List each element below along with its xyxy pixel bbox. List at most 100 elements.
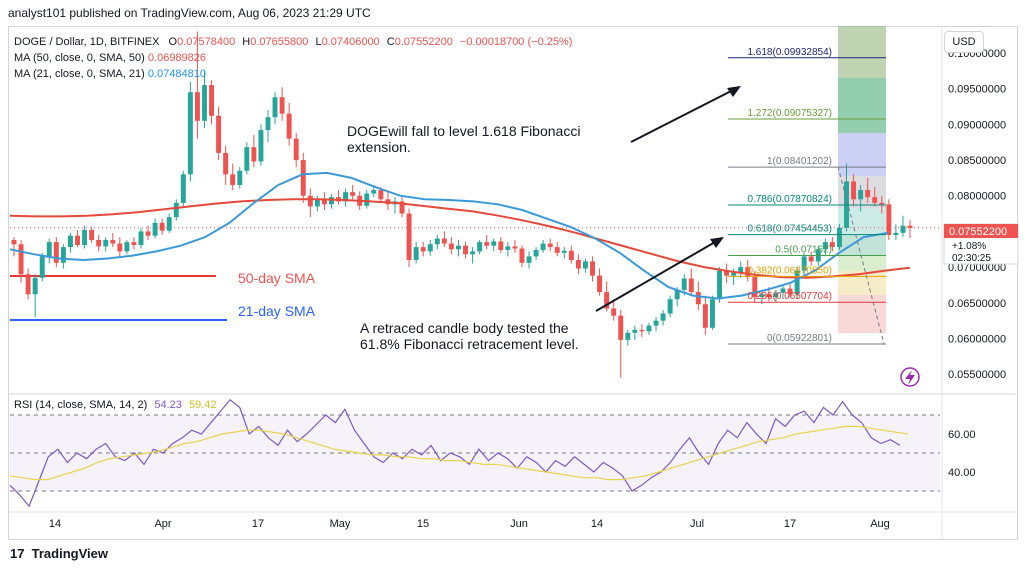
candle-body [124, 242, 130, 252]
high-key: H [242, 36, 251, 48]
candle-body [117, 243, 123, 252]
tradingview-logo[interactable]: 17 TradingView [10, 546, 108, 561]
fib-level-label: 0(0.05922801) [767, 333, 832, 344]
candle-body [237, 170, 243, 186]
candle-body [526, 256, 532, 263]
chart-legend: DOGE / Dollar, 1D, BITFINEX O0.07578400 … [14, 34, 576, 82]
candle-body [371, 190, 377, 194]
time-tick-label: 17 [784, 518, 796, 530]
candle-body [448, 243, 454, 250]
candle-body [498, 241, 504, 250]
candle-body [470, 251, 476, 255]
chart-frame[interactable] [8, 26, 1018, 540]
price-tick-label: 0.09000000 [948, 119, 1006, 131]
fib-zone-0236 [838, 295, 886, 333]
candle-body [350, 192, 356, 196]
candle-body [491, 241, 497, 246]
candle-body [879, 202, 885, 205]
candle-body [251, 147, 257, 162]
rsi-legend: RSI (14, close, SMA, 14, 2) 54.23 59.42 [14, 399, 216, 411]
candle-body [89, 229, 95, 240]
currency-button[interactable]: USD [944, 31, 984, 53]
candle-body [604, 292, 610, 309]
candle-body [787, 288, 793, 295]
candle-body [646, 325, 652, 332]
candle-body [702, 304, 708, 328]
candle-body [32, 277, 38, 295]
candle-body [265, 117, 271, 131]
candle-body [512, 246, 518, 249]
candle-body [829, 242, 835, 248]
candle-body [456, 245, 461, 250]
candle-body [886, 204, 892, 235]
time-tick-label: 14 [49, 518, 61, 530]
sma21-annotation: 21-day SMA [238, 303, 316, 319]
time-axis[interactable]: 14 Apr 17 May 15 Jun 14 Jul 17 Aug [8, 511, 1016, 530]
candle-body [202, 85, 207, 121]
price-axis[interactable]: 0.100000000.095000000.090000000.08500000… [941, 26, 1006, 540]
time-tick-label: 15 [417, 518, 429, 530]
candle-body [82, 229, 88, 245]
candle-body [759, 294, 765, 298]
price-tick-label: 0.06000000 [948, 333, 1006, 345]
candle-body [639, 329, 645, 332]
rsi-tick-label: 40.00 [948, 467, 976, 479]
price-badge-bar [944, 224, 1018, 238]
time-tick-label: 17 [252, 518, 264, 530]
badge-countdown: 02:30:25 [952, 253, 991, 264]
candle-body [632, 329, 638, 333]
candle-body [159, 222, 165, 231]
candle-body [279, 97, 285, 114]
candle-body [794, 270, 800, 295]
lightning-icon[interactable] [900, 367, 920, 387]
candle-body [286, 113, 292, 139]
candle-body [766, 294, 772, 298]
fib-zones [838, 26, 886, 333]
candle-body [406, 213, 412, 260]
candle-body [597, 275, 603, 293]
arrow-top-head [727, 86, 741, 97]
time-tick-label: Jun [510, 518, 528, 530]
candle-body [695, 292, 701, 305]
candle-body [851, 181, 857, 200]
top-bar: analyst101 published on TradingView.com,… [0, 0, 1024, 26]
candle-body [187, 92, 193, 175]
high-value: 0.07655800 [250, 36, 309, 48]
brand-text: TradingView [31, 546, 108, 561]
fib-level-label: 0.382(0.06870550) [747, 265, 832, 276]
legend-ohlc-row: DOGE / Dollar, 1D, BITFINEX O0.07578400 … [14, 34, 576, 50]
ma21-label[interactable]: MA (21, close, 0, SMA, 21) [14, 68, 145, 80]
candle-body [900, 225, 906, 233]
fib-lines: 1.618(0.09932854) 1.272(0.09075327) 1(0.08… [728, 47, 886, 345]
candle-body [674, 289, 680, 300]
candle-body [314, 199, 320, 207]
time-tick-label: 14 [591, 518, 603, 530]
price-tick-label: 0.08000000 [948, 191, 1006, 203]
fib-level-label: 1.272(0.09075327) [747, 108, 832, 119]
candle-body [717, 270, 722, 300]
rsi-label[interactable]: RSI (14, close, SMA, 14, 2) [14, 399, 148, 411]
arrow-bottom-head [710, 237, 724, 248]
candle-body [67, 235, 73, 248]
candle-body [590, 261, 595, 276]
price-tick-label: 0.08500000 [948, 155, 1006, 167]
candle-body [300, 160, 306, 196]
price-badge: 0.07552200 +1.08% 02:30:25 [943, 223, 1019, 265]
fib-level-label: 0.786(0.07870824) [747, 194, 832, 205]
candle-body [780, 288, 786, 293]
candle-body [46, 242, 52, 257]
candle-body [53, 242, 59, 263]
bottom-note-line2: 61.8% Fibonacci retracement level. [360, 336, 579, 352]
annotation-arrows [595, 86, 741, 312]
candle-body [547, 243, 553, 248]
candle-body [575, 259, 581, 269]
bottom-note-line1: A retraced candle body tested the [360, 320, 569, 336]
candle-body [258, 130, 264, 162]
candle-body [25, 274, 31, 295]
time-tick-label: Aug [870, 518, 890, 530]
candle-body [568, 250, 574, 260]
candle-body [519, 248, 525, 263]
ma50-label[interactable]: MA (50, close, 0, SMA, 50) [14, 52, 145, 64]
symbol-label[interactable]: DOGE / Dollar, 1D, BITFINEX [14, 36, 160, 48]
